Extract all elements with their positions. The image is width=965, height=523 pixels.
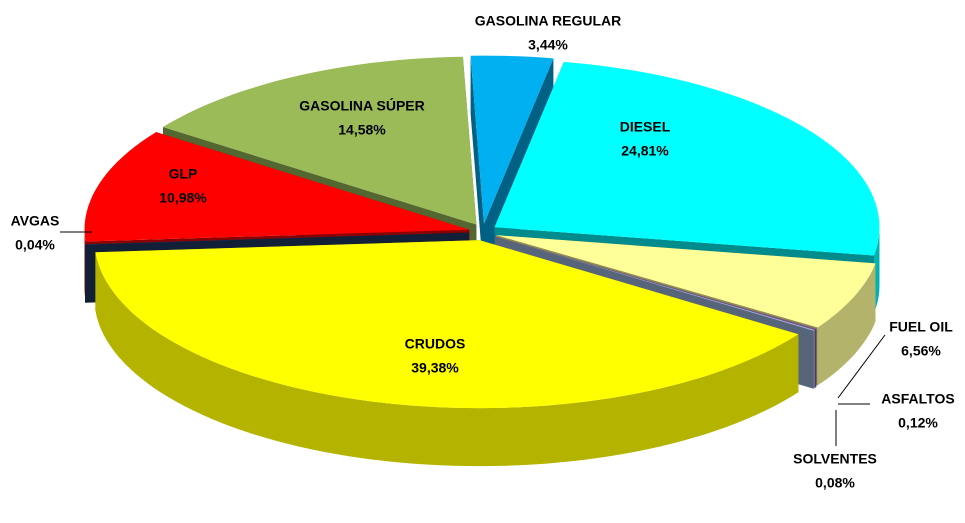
slice: [95, 240, 799, 409]
slice-label: GLP: [169, 166, 198, 182]
value-label: 39,38%: [411, 360, 459, 376]
slice: [496, 235, 876, 328]
slice-wall: [813, 330, 815, 389]
value-label: 0,04%: [15, 237, 55, 253]
slice-label: DIESEL: [620, 119, 671, 135]
slice: [85, 232, 469, 245]
slice-label: AVGAS: [11, 213, 60, 229]
slice-label: SOLVENTES: [793, 451, 877, 467]
slice: [163, 56, 477, 225]
value-label: 3,44%: [528, 37, 568, 53]
value-label: 6,56%: [901, 343, 941, 359]
slice-label: GASOLINA REGULAR: [475, 13, 621, 29]
slice: [494, 236, 817, 330]
slice-label: ASFALTOS: [881, 391, 954, 407]
value-label: 10,98%: [159, 190, 207, 206]
slice-label: GASOLINA SÚPER: [299, 97, 425, 114]
value-label: 24,81%: [621, 143, 669, 159]
slice: [494, 236, 815, 331]
value-label: 14,58%: [338, 122, 386, 138]
slice: [494, 61, 880, 256]
slice: [470, 55, 554, 224]
leader-line: [837, 334, 886, 399]
value-label: 0,12%: [898, 415, 938, 431]
slice-label: FUEL OIL: [889, 319, 953, 335]
slice-wall: [817, 263, 876, 386]
value-label: 0,08%: [815, 475, 855, 491]
slice-label: CRUDOS: [405, 336, 466, 352]
slice: [84, 132, 470, 242]
slice-wall: [95, 252, 799, 467]
slice-side: [470, 55, 484, 282]
slice-wall: [814, 328, 817, 388]
